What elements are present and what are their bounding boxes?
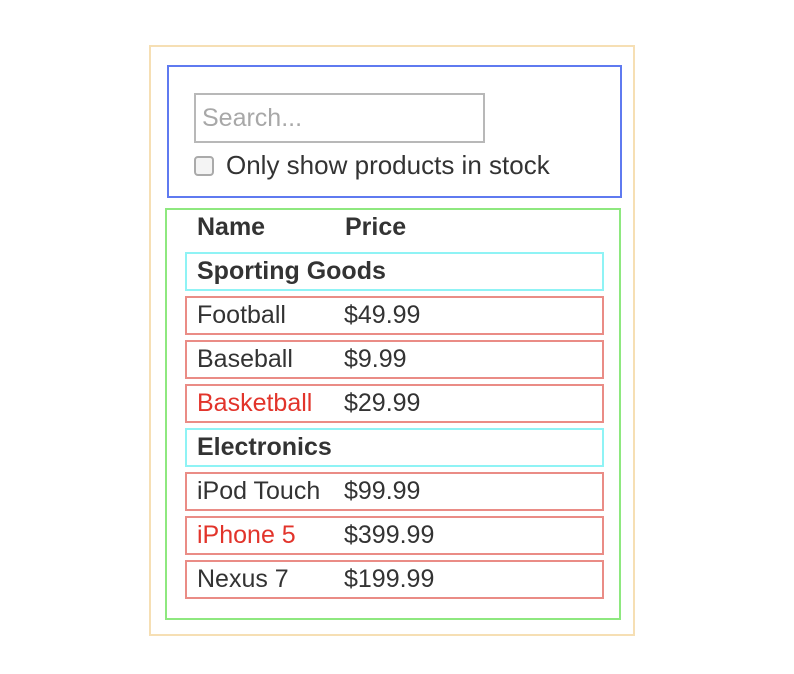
product-price: $9.99	[344, 345, 407, 373]
product-name-out-of-stock: Basketball	[197, 389, 313, 417]
column-header-name: Name	[197, 213, 266, 241]
product-row: iPhone 5 $399.99	[185, 516, 604, 555]
product-table	[165, 208, 621, 620]
product-name: Nexus 7	[197, 565, 289, 593]
category-label: Electronics	[197, 433, 332, 461]
category-row: Electronics	[185, 428, 604, 467]
product-row: Baseball $9.99	[185, 340, 604, 379]
search-input[interactable]	[194, 93, 485, 143]
in-stock-checkbox[interactable]	[194, 156, 214, 176]
product-price: $49.99	[344, 301, 421, 329]
product-row: iPod Touch $99.99	[185, 472, 604, 511]
category-row: Sporting Goods	[185, 252, 604, 291]
product-name: iPod Touch	[197, 477, 321, 505]
product-row: Football $49.99	[185, 296, 604, 335]
column-header-price: Price	[345, 213, 407, 241]
in-stock-label: Only show products in stock	[226, 150, 550, 180]
search-bar	[167, 65, 622, 198]
product-name: Baseball	[197, 345, 293, 373]
product-name-out-of-stock: iPhone 5	[197, 521, 296, 549]
product-row: Nexus 7 $199.99	[185, 560, 604, 599]
filterable-product-table	[149, 45, 635, 636]
product-price: $199.99	[344, 565, 435, 593]
category-label: Sporting Goods	[197, 257, 386, 285]
product-price: $29.99	[344, 389, 421, 417]
product-name: Football	[197, 301, 286, 329]
product-price: $399.99	[344, 521, 435, 549]
product-row: Basketball $29.99	[185, 384, 604, 423]
product-price: $99.99	[344, 477, 421, 505]
